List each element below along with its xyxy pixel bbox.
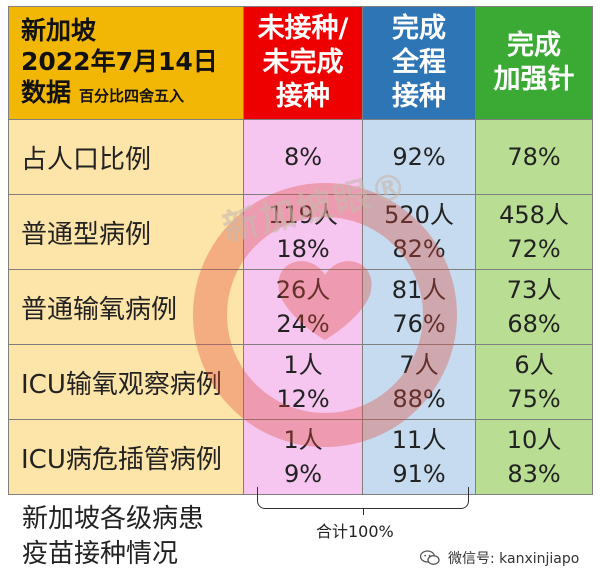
cell-count: 7人 xyxy=(399,351,439,379)
row-label: 普通型病例 xyxy=(8,194,244,270)
cell-count: 458人 xyxy=(499,201,569,229)
corner-data-line-wrap: 数据 百分比四舍五入 xyxy=(21,77,243,112)
header-booster-line: 完成 xyxy=(507,30,561,61)
cell-booster: 6人 75% xyxy=(475,344,593,420)
cell-value: 78% xyxy=(507,143,561,171)
cell-count: 6人 xyxy=(514,351,554,379)
cell-percent: 83% xyxy=(507,460,561,488)
wechat-icon xyxy=(420,550,440,565)
total-bracket xyxy=(257,487,469,515)
table-row: ICU输氧观察病例 1人 12% 7人 88% 6人 75% xyxy=(8,344,593,420)
cell-booster: 78% xyxy=(475,119,593,195)
header-full-line: 全程 xyxy=(392,47,446,78)
header-unvaccinated: 未接种/ 未完成 接种 xyxy=(243,6,363,120)
cell-booster: 10人 83% xyxy=(475,419,593,495)
vaccination-table: 新加坡 2022年7月14日 数据 百分比四舍五入 未接种/ 未完成 接种 完成 … xyxy=(8,6,593,495)
rounding-note: 百分比四舍五入 xyxy=(79,86,185,105)
corner-data-line: 数据 xyxy=(21,77,72,107)
table-row: 普通输氧病例 26人 24% 81人 76% 73人 68% xyxy=(8,269,593,345)
row-label: 普通输氧病例 xyxy=(8,269,244,345)
header-unvax-line: 未接种/ xyxy=(257,13,349,44)
caption-line: 新加坡各级病患 xyxy=(22,504,205,534)
caption-line: 疫苗接种情况 xyxy=(22,539,179,569)
cell-count: 520人 xyxy=(384,201,454,229)
cell-unvaccinated: 26人 24% xyxy=(243,269,363,345)
corner-cell: 新加坡 2022年7月14日 数据 百分比四舍五入 xyxy=(8,6,244,120)
cell-count: 81人 xyxy=(391,276,447,304)
cell-percent: 76% xyxy=(392,310,446,338)
total-label: 合计100% xyxy=(316,522,394,541)
cell-percent: 68% xyxy=(507,310,561,338)
cell-percent: 18% xyxy=(276,235,330,263)
header-fully-vaccinated: 完成 全程 接种 xyxy=(362,6,476,120)
cell-value: 92% xyxy=(392,143,446,171)
cell-percent: 82% xyxy=(392,235,446,263)
cell-unvaccinated: 1人 9% xyxy=(243,419,363,495)
corner-title-line: 新加坡 xyxy=(21,15,97,45)
row-label: 占人口比例 xyxy=(8,119,244,195)
header-booster: 完成 加强针 xyxy=(475,6,593,120)
cell-count: 26人 xyxy=(275,276,331,304)
cell-percent: 75% xyxy=(507,385,561,413)
cell-percent: 9% xyxy=(283,460,323,488)
cell-fully-vaccinated: 81人 76% xyxy=(362,269,476,345)
bracket-tick xyxy=(363,508,364,515)
cell-unvaccinated: 8% xyxy=(243,119,363,195)
header-full-line: 完成 xyxy=(392,13,446,44)
cell-value: 8% xyxy=(283,143,323,171)
header-unvax-line: 未完成 xyxy=(262,47,344,78)
cell-fully-vaccinated: 7人 88% xyxy=(362,344,476,420)
header-row: 新加坡 2022年7月14日 数据 百分比四舍五入 未接种/ 未完成 接种 完成 … xyxy=(8,6,593,120)
cell-count: 10人 xyxy=(506,426,562,454)
cell-unvaccinated: 1人 12% xyxy=(243,344,363,420)
cell-count: 119人 xyxy=(268,201,338,229)
header-full-line: 接种 xyxy=(392,81,446,112)
cell-fully-vaccinated: 520人 82% xyxy=(362,194,476,270)
cell-unvaccinated: 119人 18% xyxy=(243,194,363,270)
cell-count: 11人 xyxy=(391,426,447,454)
cell-percent: 72% xyxy=(507,235,561,263)
cell-count: 1人 xyxy=(283,351,323,379)
header-booster-line: 加强针 xyxy=(493,64,575,95)
cell-booster: 458人 72% xyxy=(475,194,593,270)
cell-count: 1人 xyxy=(283,426,323,454)
wechat-label: 微信号: kanxinjiapo xyxy=(448,551,580,567)
header-unvax-line: 接种 xyxy=(276,81,330,112)
table-row: ICU病危插管病例 1人 9% 11人 91% 10人 83% xyxy=(8,419,593,495)
cell-percent: 12% xyxy=(276,385,330,413)
corner-date-line: 2022年7月14日 xyxy=(21,46,218,76)
table-row: 普通型病例 119人 18% 520人 82% 458人 72% xyxy=(8,194,593,270)
cell-count: 73人 xyxy=(506,276,562,304)
row-label: ICU病危插管病例 xyxy=(8,419,244,495)
cell-booster: 73人 68% xyxy=(475,269,593,345)
cell-percent: 24% xyxy=(276,310,330,338)
caption: 新加坡各级病患 疫苗接种情况 xyxy=(22,502,204,572)
cell-percent: 88% xyxy=(392,385,446,413)
cell-percent: 91% xyxy=(392,460,446,488)
wechat-id: 微信号: kanxinjiapo xyxy=(420,548,579,568)
cell-fully-vaccinated: 11人 91% xyxy=(362,419,476,495)
row-label: ICU输氧观察病例 xyxy=(8,344,244,420)
cell-fully-vaccinated: 92% xyxy=(362,119,476,195)
table-row: 占人口比例 8% 92% 78% xyxy=(8,119,593,195)
